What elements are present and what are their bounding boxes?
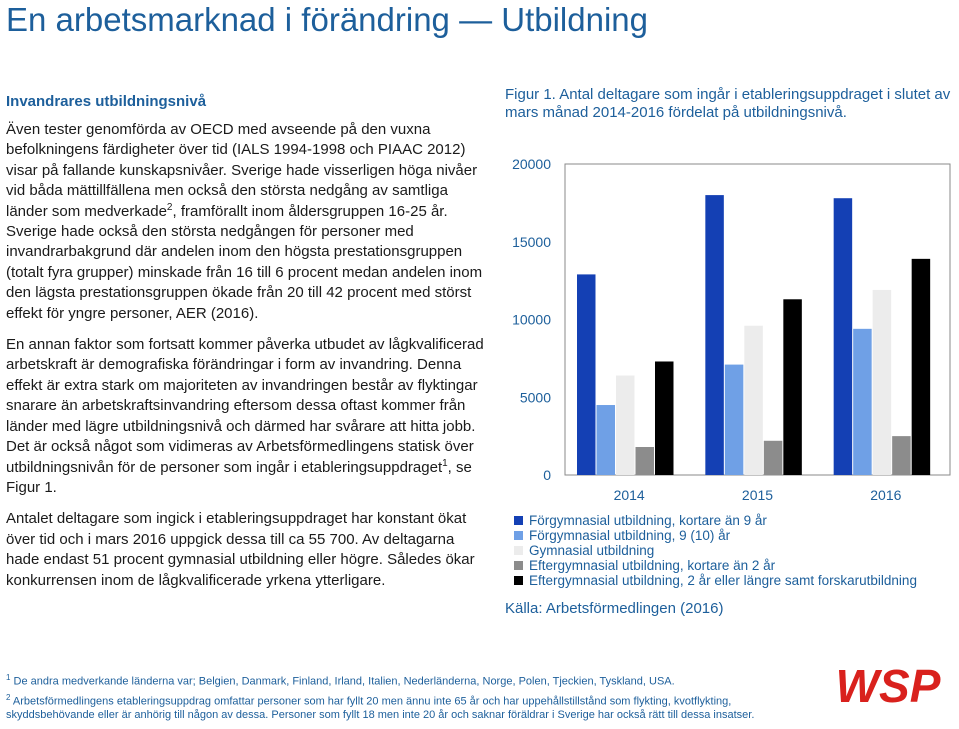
paragraph-2: En annan faktor som fortsatt kommer påve… [6, 335, 486, 498]
bar-2016-series-1 [833, 198, 853, 475]
page-title: En arbetsmarknad i förändring — Utbildni… [6, 1, 649, 38]
paragraph-2-text-b: , se Figur 1. [6, 458, 472, 496]
paragraph-1-text-b: , framförallt inom åldersgruppen 16-25 å… [6, 202, 483, 322]
y-tick-label: 20000 [512, 156, 551, 172]
bar-2014-series-3 [616, 375, 635, 475]
legend-item: Eftergymnasial utbildning, 2 år eller lä… [514, 573, 959, 588]
footnote-ref-2: 2 [166, 201, 173, 213]
bar-2015-series-4 [763, 440, 783, 475]
bar-2016-series-2 [853, 328, 872, 475]
bar-2015-series-3 [744, 325, 763, 475]
figure-source: Källa: Arbetsförmedlingen (2016) [505, 600, 724, 617]
bar-2016-series-5 [911, 258, 931, 475]
legend-item: Förgymnasial utbildning, kortare än 9 år [514, 513, 959, 528]
footnote-number: 1 [6, 673, 11, 682]
bar-chart-svg: 0 5000 10000 15000 20000 2014 2015 2016 [512, 156, 951, 503]
paragraph-3: Antalet deltagare som ingick i etablerin… [6, 510, 475, 589]
footnote-number: 2 [6, 693, 11, 703]
bar-2015-series-5 [783, 299, 802, 475]
bar-2014-series-4 [635, 447, 654, 475]
y-tick-label: 5000 [520, 389, 551, 405]
footnote-1: 1 De andra medverkande länderna var; Bel… [6, 671, 776, 689]
footnotes: 1 De andra medverkande länderna var; Bel… [6, 671, 776, 725]
legend-swatch [514, 516, 523, 525]
legend-label: Eftergymnasial utbildning, 2 år eller lä… [529, 573, 917, 588]
bar-2016-series-4 [892, 436, 911, 475]
figure-caption-area: Figur 1. Antal deltagare som ingår i eta… [505, 86, 955, 122]
y-tick-label: 10000 [512, 312, 551, 328]
footnote-text: Arbetsförmedlingens etableringsuppdrag o… [6, 695, 755, 722]
legend-swatch [514, 531, 523, 540]
bar-2014-series-1 [577, 274, 596, 475]
bar-2015-series-1 [705, 195, 724, 475]
bar-2014-series-2 [596, 405, 615, 475]
figure-caption: Figur 1. Antal deltagare som ingår i eta… [505, 86, 951, 121]
section-heading: Invandrares utbildningsnivå [6, 93, 207, 110]
svg-text:WSP: WSP [836, 660, 941, 708]
legend-label: Förgymnasial utbildning, 9 (10) år [529, 528, 731, 543]
x-tick-label: 2014 [614, 487, 645, 503]
footnote-ref-1: 1 [442, 457, 448, 469]
legend-label: Förgymnasial utbildning, kortare än 9 år [529, 513, 767, 528]
legend-swatch [514, 546, 523, 555]
bar-2015-series-2 [724, 364, 744, 475]
body-text-column: Invandrares utbildningsnivå Även tester … [6, 93, 486, 602]
legend-label: Gymnasial utbildning [529, 543, 655, 558]
legend-swatch [514, 561, 523, 570]
legend-item: Gymnasial utbildning [514, 543, 959, 558]
wsp-logo: WSP [822, 660, 954, 712]
paragraph-1: Även tester genomförda av OECD med avsee… [6, 120, 486, 324]
legend-item: Eftergymnasial utbildning, kortare än 2 … [514, 558, 959, 573]
footnote-text: De andra medverkande länderna var; Belgi… [10, 675, 675, 688]
legend-swatch [514, 576, 523, 585]
bar-2016-series-3 [872, 289, 892, 475]
bar-chart: 0 5000 10000 15000 20000 2014 2015 2016 [505, 140, 955, 515]
paragraph-1-text-a: Även tester genomförda av OECD med avsee… [6, 121, 478, 220]
footnote-2: 2 Arbetsförmedlingens etableringsuppdrag… [6, 691, 776, 723]
x-tick-label: 2015 [742, 487, 773, 503]
y-tick-label: 0 [543, 467, 551, 483]
bar-2014-series-5 [655, 361, 674, 475]
x-tick-label: 2016 [870, 487, 901, 503]
chart-legend: Förgymnasial utbildning, kortare än 9 år… [514, 513, 959, 588]
legend-label: Eftergymnasial utbildning, kortare än 2 … [529, 558, 776, 573]
wsp-logo-icon: WSP [836, 660, 941, 712]
y-tick-label: 15000 [512, 234, 551, 250]
paragraph-2-text-a: En annan faktor som fortsatt kommer påve… [6, 336, 484, 476]
legend-item: Förgymnasial utbildning, 9 (10) år [514, 528, 959, 543]
